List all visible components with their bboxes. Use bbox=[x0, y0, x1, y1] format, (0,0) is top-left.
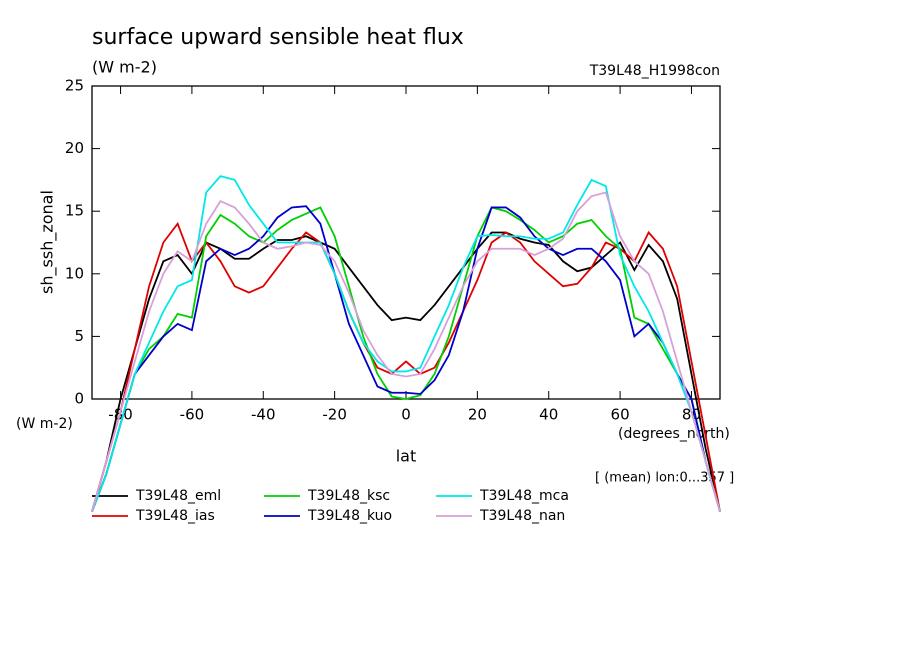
x-tick-label: -60 bbox=[180, 406, 205, 424]
plot-frame bbox=[91, 85, 721, 400]
averaging-note: [ (mean) lon:0...357 ] bbox=[595, 471, 734, 486]
legend-label: T39L48_mca bbox=[479, 488, 569, 504]
series-line bbox=[91, 205, 721, 512]
x-tick-label: -20 bbox=[322, 406, 347, 424]
x-tick-label: -40 bbox=[251, 406, 276, 424]
legend-label: T39L48_nan bbox=[479, 508, 565, 524]
experiment-label: T39L48_H1998con bbox=[589, 63, 720, 79]
x-tick-label: 60 bbox=[611, 406, 630, 424]
legend-label: T39L48_kuo bbox=[307, 508, 392, 524]
y-tick-label: 10 bbox=[65, 264, 84, 282]
y-tick-label: 0 bbox=[74, 390, 84, 408]
x-tick-label: 20 bbox=[468, 406, 487, 424]
y-tick-label: 25 bbox=[65, 77, 84, 95]
x-tick-label: 40 bbox=[539, 406, 558, 424]
chart-subtitle: (W m-2) bbox=[92, 58, 157, 77]
series-line bbox=[91, 206, 721, 512]
y-tick-label: 5 bbox=[74, 327, 84, 345]
legend-label: T39L48_ksc bbox=[307, 488, 390, 504]
legend-label: T39L48_eml bbox=[135, 488, 221, 504]
y-tick-label: 20 bbox=[65, 139, 84, 157]
y-tick-label: 15 bbox=[65, 202, 84, 220]
y-axis-label: sh_ssh_zonal bbox=[38, 190, 58, 294]
y-unit-label: (W m-2) bbox=[16, 416, 73, 432]
legend-label: T39L48_ias bbox=[135, 508, 215, 524]
x-tick-label: 0 bbox=[401, 406, 411, 424]
x-axis-label: lat bbox=[396, 447, 417, 466]
series-line bbox=[91, 191, 721, 512]
x-unit-label: (degrees_north) bbox=[618, 426, 730, 442]
chart-title: surface upward sensible heat flux bbox=[92, 25, 464, 50]
